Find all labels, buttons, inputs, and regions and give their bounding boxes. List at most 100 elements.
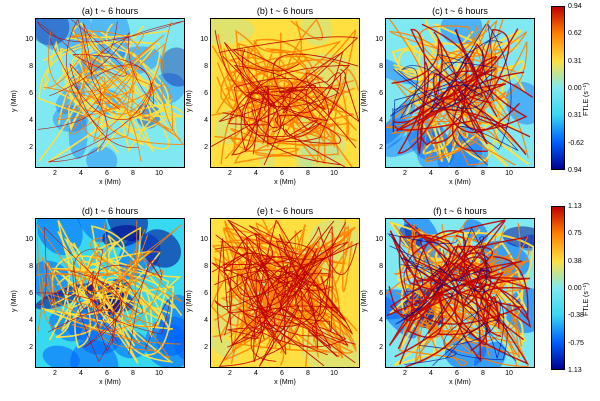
- y-tick-label: 2: [379, 344, 383, 351]
- y-tick-label: 2: [29, 344, 33, 351]
- colorbar-tick-label: 0.31: [568, 57, 582, 65]
- panel-title: (a) t ~ 6 hours: [81, 6, 139, 16]
- plot-panel: (a) t ~ 6 hours 10 8 6 4 2 2 4 6 8 10 x (Mm) y (Mm): [11, 6, 185, 196]
- panel-title: (d) t ~ 6 hours: [81, 206, 139, 216]
- plot-panel: (c) t ~ 6 hours 10 8 6 4 2 2 4 6 8 10 x (Mm) y (Mm): [361, 6, 535, 196]
- panel-title: (e) t ~ 6 hours: [256, 206, 314, 216]
- colorbar-tick-label: 0.75: [568, 230, 582, 238]
- colorbar-tick-label: -0.75: [568, 339, 584, 347]
- colorbar-tick-label: 0.62: [568, 30, 582, 38]
- y-tick-label: 4: [29, 317, 33, 324]
- plot-panel: (f) t ~ 6 hours 10 8 6 4 2 2 4 6 8 10 x (Mm) y (Mm): [361, 206, 535, 396]
- y-axis-label: y (Mm): [361, 90, 368, 112]
- y-tick-label: 8: [379, 63, 383, 70]
- y-tick-label: 10: [25, 36, 33, 43]
- x-tick-label: 8: [481, 170, 485, 177]
- x-axis-label: x (Mm): [99, 179, 121, 186]
- ftle-field-image: [211, 219, 359, 367]
- x-tick-label: 6: [280, 370, 284, 377]
- colorbar-label: FTLE (s⁻¹): [583, 282, 590, 316]
- x-tick-label: 2: [228, 370, 232, 377]
- colorbar-tick-label: -0.38: [568, 312, 584, 320]
- x-axis-label: x (Mm): [274, 379, 296, 386]
- x-tick-label: 4: [254, 370, 258, 377]
- plot-area: [35, 18, 185, 168]
- y-tick-label: 4: [204, 117, 208, 124]
- ftle-field-image: [36, 219, 184, 367]
- x-tick-label: 10: [505, 170, 513, 177]
- y-tick-label: 4: [29, 117, 33, 124]
- x-tick-label: 8: [306, 170, 310, 177]
- y-tick-label: 4: [204, 317, 208, 324]
- y-tick-label: 6: [379, 90, 383, 97]
- x-tick-label: 6: [105, 370, 109, 377]
- x-tick-label: 2: [53, 370, 57, 377]
- x-tick-label: 6: [280, 170, 284, 177]
- y-tick-label: 6: [29, 290, 33, 297]
- panel-title: (c) t ~ 6 hours: [432, 6, 488, 16]
- y-tick-label: 8: [29, 63, 33, 70]
- x-tick-label: 8: [481, 370, 485, 377]
- x-tick-label: 2: [403, 370, 407, 377]
- x-tick-label: 4: [254, 170, 258, 177]
- x-tick-label: 6: [455, 370, 459, 377]
- y-tick-label: 10: [200, 236, 208, 243]
- colorbar-tick-label: 0.94: [568, 167, 582, 174]
- plot-area: [385, 18, 535, 168]
- x-axis-label: x (Mm): [449, 379, 471, 386]
- x-tick-label: 10: [330, 370, 338, 377]
- panel-title: (f) t ~ 6 hours: [433, 206, 487, 216]
- plot-area: [210, 218, 360, 368]
- x-tick-label: 10: [330, 170, 338, 177]
- y-axis-label: y (Mm): [11, 290, 18, 312]
- y-tick-label: 8: [379, 263, 383, 270]
- colorbar-tick-label: 0.38: [568, 257, 582, 265]
- plot-area: [210, 18, 360, 168]
- y-tick-label: 6: [379, 290, 383, 297]
- colorbar-label: FTLE (s⁻¹): [583, 82, 590, 116]
- y-tick-label: 10: [25, 236, 33, 243]
- ftle-field-image: [211, 19, 359, 167]
- x-tick-label: 4: [79, 370, 83, 377]
- x-tick-label: 4: [429, 370, 433, 377]
- x-tick-label: 2: [403, 170, 407, 177]
- y-tick-label: 2: [379, 144, 383, 151]
- plot-panel: (b) t ~ 6 hours 10 8 6 4 2 2 4 6 8 10 x (Mm) y (Mm): [186, 6, 360, 196]
- plot-area: [35, 218, 185, 368]
- plot-panel: (d) t ~ 6 hours 10 8 6 4 2 2 4 6 8 10 x (Mm) y (Mm): [11, 206, 185, 396]
- y-tick-label: 8: [204, 63, 208, 70]
- y-tick-label: 10: [375, 236, 383, 243]
- x-tick-label: 10: [155, 170, 163, 177]
- plot-panel: (e) t ~ 6 hours 10 8 6 4 2 2 4 6 8 10 x (Mm) y (Mm): [186, 206, 360, 396]
- y-axis-label: y (Mm): [361, 290, 368, 312]
- panel-title: (b) t ~ 6 hours: [256, 6, 314, 16]
- y-tick-label: 2: [204, 344, 208, 351]
- ftle-field-image: [386, 219, 534, 367]
- ftle-field-image: [36, 19, 184, 167]
- ftle-field-image: [386, 19, 534, 167]
- y-tick-label: 2: [204, 144, 208, 151]
- y-axis-label: y (Mm): [11, 90, 18, 112]
- x-tick-label: 8: [131, 170, 135, 177]
- colorbar: [551, 206, 565, 370]
- y-tick-label: 8: [29, 263, 33, 270]
- x-axis-label: x (Mm): [99, 379, 121, 386]
- x-tick-label: 10: [505, 370, 513, 377]
- y-tick-label: 10: [200, 36, 208, 43]
- x-tick-label: 2: [228, 170, 232, 177]
- colorbar-tick-label: 1.13: [568, 367, 582, 374]
- colorbar-tick-label: 0.31: [568, 112, 582, 120]
- x-tick-label: 6: [455, 170, 459, 177]
- y-tick-label: 6: [204, 290, 208, 297]
- y-axis-label: y (Mm): [186, 290, 193, 312]
- colorbar-tick-label: 0.00: [568, 285, 582, 292]
- x-tick-label: 4: [429, 170, 433, 177]
- y-tick-label: 8: [204, 263, 208, 270]
- colorbar: [551, 6, 565, 170]
- y-tick-label: 10: [375, 36, 383, 43]
- x-tick-label: 8: [131, 370, 135, 377]
- colorbar-tick-label: -0.62: [568, 139, 584, 147]
- x-tick-label: 2: [53, 170, 57, 177]
- x-tick-label: 10: [155, 370, 163, 377]
- x-axis-label: x (Mm): [274, 179, 296, 186]
